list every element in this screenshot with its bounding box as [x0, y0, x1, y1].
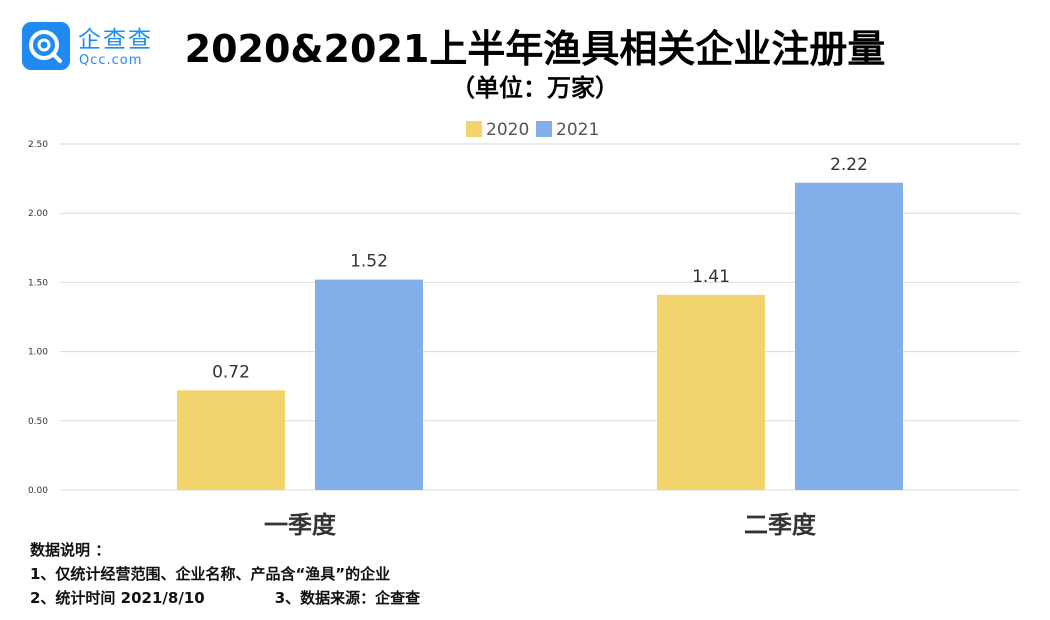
category-label: 二季度: [744, 511, 817, 539]
legend-label: 2020: [486, 120, 529, 140]
data-label: 1.41: [692, 267, 730, 287]
logo-name: 企查查: [78, 27, 153, 53]
bar: [177, 390, 285, 490]
data-label: 0.72: [212, 362, 250, 382]
data-label: 2.22: [830, 155, 868, 175]
notes-line-1: 1、仅统计经营范围、企业名称、产品含“渔具”的企业: [30, 565, 391, 583]
category-label: 一季度: [264, 511, 337, 539]
y-tick-label: 2.50: [28, 140, 48, 150]
legend-swatch: [466, 121, 482, 137]
y-tick-label: 1.00: [28, 348, 48, 358]
data-notes: 数据说明 ： 1、仅统计经营范围、企业名称、产品含“渔具”的企业 2、统计时间 …: [30, 538, 730, 610]
y-tick-label: 1.50: [28, 278, 48, 288]
chart-title: 2020&2021上半年渔具相关企业注册量: [184, 27, 886, 71]
y-tick-label: 0.50: [28, 417, 48, 427]
logo-domain: Qcc.com: [79, 53, 143, 68]
bar: [657, 294, 765, 490]
legend-label: 2021: [556, 120, 599, 140]
qcc-logo-icon: [22, 22, 70, 70]
notes-line-2a: 2、统计时间 2021/8/10: [30, 589, 205, 607]
y-tick-label: 0.00: [28, 486, 48, 496]
qcc-logo: 企查查 Qcc.com: [22, 20, 172, 72]
notes-line-2b: 3、数据来源：企查查: [274, 589, 421, 607]
legend-swatch: [536, 121, 552, 137]
bar: [315, 279, 423, 490]
bar: [795, 182, 903, 490]
notes-line-2: 2、统计时间 2021/8/10 3、数据来源：企查查: [30, 586, 730, 610]
data-label: 1.52: [350, 252, 388, 272]
notes-heading: 数据说明 ：: [30, 541, 111, 559]
y-tick-label: 2.00: [28, 209, 48, 219]
chart-subtitle: （单位：万家）: [451, 74, 619, 102]
